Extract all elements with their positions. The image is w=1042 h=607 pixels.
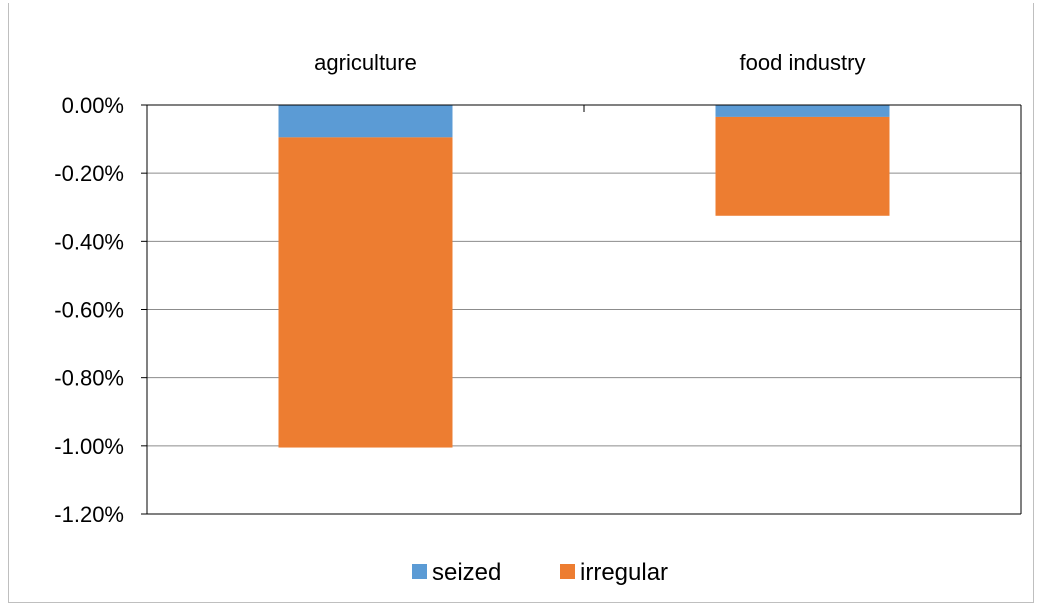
legend-label-irregular: irregular — [580, 559, 668, 586]
y-tick-label: -0.80% — [54, 366, 124, 391]
bar-seized — [715, 105, 890, 117]
axes — [141, 104, 1022, 515]
y-tick-label: -1.20% — [54, 502, 124, 527]
legend: seized irregular — [412, 559, 668, 586]
chart-frame — [8, 3, 1034, 603]
gridlines — [147, 172, 1021, 447]
y-tick-label: -1.00% — [54, 434, 124, 459]
category-label: food industry — [740, 50, 866, 75]
y-tick-labels: 0.00% -0.20% -0.40% -0.60% -0.80% -1.00% -1.20… — [54, 93, 124, 527]
y-tick-label: -0.60% — [54, 298, 124, 323]
y-tick-label: -0.20% — [54, 161, 124, 186]
category-labels: agriculture food industry — [314, 50, 865, 75]
legend-swatch-seized — [412, 564, 427, 579]
bar-irregular — [278, 137, 453, 448]
bar-irregular — [715, 116, 890, 216]
legend-label-seized: seized — [432, 559, 501, 586]
y-tick-label: -0.40% — [54, 229, 124, 254]
bars — [278, 105, 890, 448]
y-tick-label: 0.00% — [62, 93, 124, 118]
category-label: agriculture — [314, 50, 417, 75]
bar-seized — [278, 105, 453, 138]
legend-swatch-irregular — [560, 564, 575, 579]
